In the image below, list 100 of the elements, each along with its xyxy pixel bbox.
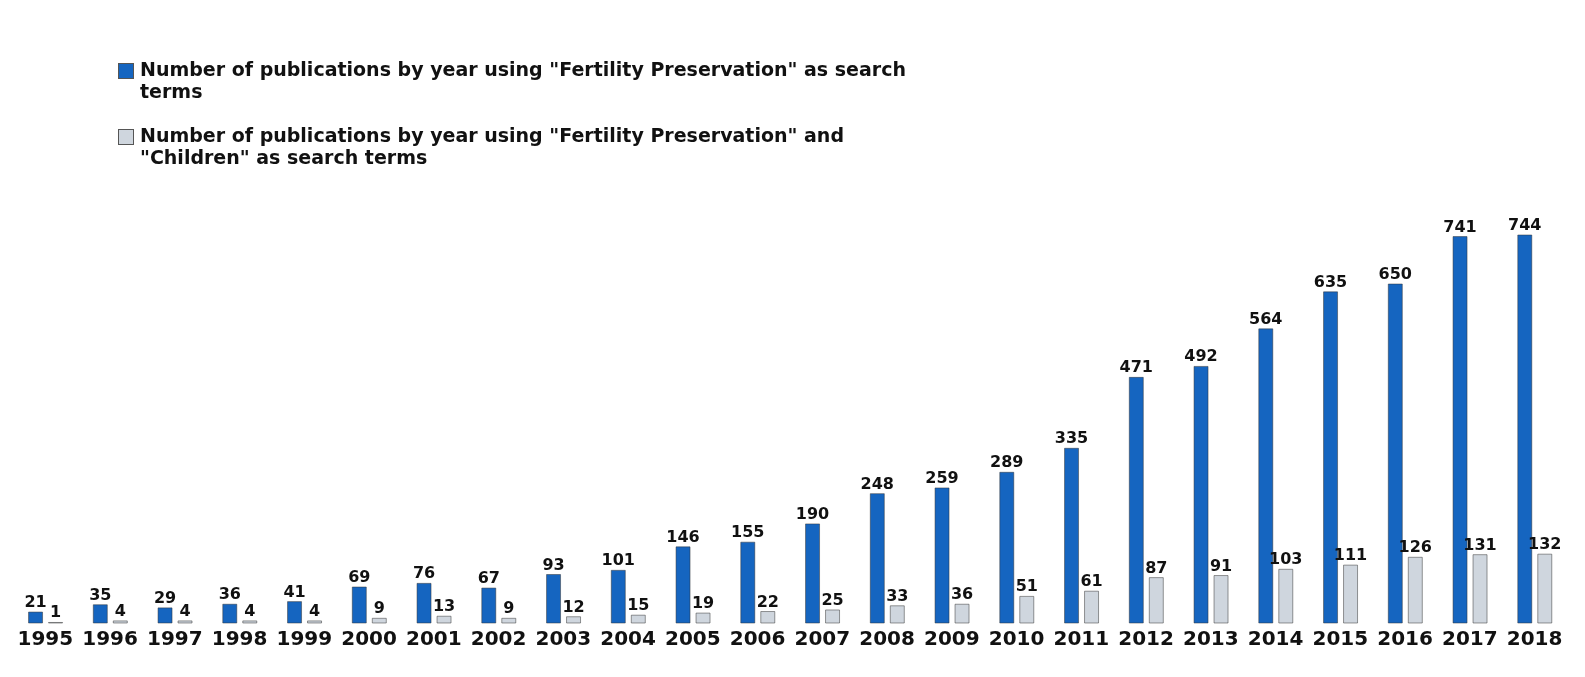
bar — [1472, 554, 1488, 624]
bar — [695, 612, 711, 624]
data-label: 335 — [1054, 428, 1089, 448]
x-tick-label: 1996 — [82, 626, 138, 651]
data-label: 471 — [1119, 357, 1153, 377]
data-label: 4 — [179, 600, 191, 620]
bar — [1064, 448, 1079, 624]
x-tick-label: 2001 — [406, 626, 462, 651]
data-label: 248 — [860, 473, 894, 493]
bar — [177, 620, 193, 624]
data-label: 29 — [153, 587, 177, 607]
bar — [870, 493, 885, 624]
bar — [954, 603, 970, 624]
bar — [352, 586, 367, 624]
bar — [1278, 569, 1294, 624]
data-label: 19 — [691, 593, 715, 613]
data-label: 93 — [542, 554, 565, 574]
bar — [436, 615, 452, 624]
data-label: 36 — [950, 584, 974, 604]
x-tick-label: 2007 — [794, 626, 851, 651]
x-tick-label: 1995 — [17, 626, 74, 651]
bar — [611, 570, 626, 624]
data-label: 4 — [114, 600, 126, 620]
bar — [1129, 377, 1144, 624]
data-label: 33 — [886, 585, 909, 605]
x-tick-label: 2000 — [341, 626, 397, 651]
x-tick-label: 2002 — [470, 626, 527, 651]
bar — [416, 583, 432, 624]
data-label: 564 — [1249, 308, 1283, 328]
data-label: 35 — [89, 584, 112, 604]
x-tick-label: 2008 — [859, 626, 915, 651]
bar — [287, 601, 302, 624]
x-tick-label: 2014 — [1247, 626, 1304, 651]
x-tick-label: 2003 — [535, 626, 592, 651]
data-label: 155 — [731, 522, 765, 542]
bar — [1537, 553, 1553, 624]
x-tick-label: 2016 — [1377, 626, 1433, 651]
x-tick-label: 2005 — [665, 626, 721, 651]
data-label: 4 — [308, 600, 321, 620]
data-label: 635 — [1313, 271, 1348, 291]
bar — [1149, 577, 1164, 624]
data-label: 259 — [925, 467, 959, 487]
x-tick-label: 1998 — [211, 626, 268, 651]
data-label: 101 — [601, 550, 635, 570]
bar — [1193, 366, 1209, 624]
x-tick-label: 2018 — [1506, 626, 1563, 651]
x-tick-label: 2012 — [1118, 626, 1174, 651]
data-label: 67 — [477, 568, 500, 588]
bar — [566, 616, 581, 624]
x-tick-label: 2011 — [1053, 626, 1110, 651]
x-tick-label: 2015 — [1312, 626, 1369, 651]
bar — [1084, 590, 1099, 624]
data-label: 87 — [1145, 557, 1168, 577]
data-label: 36 — [218, 584, 241, 604]
bar — [760, 611, 776, 624]
bar — [481, 587, 497, 624]
bar — [242, 620, 258, 624]
bar — [631, 614, 646, 624]
bar — [546, 574, 561, 624]
bar — [999, 472, 1015, 624]
data-label: 61 — [1080, 571, 1103, 591]
data-label: 289 — [990, 452, 1024, 472]
bar — [113, 620, 128, 624]
bar — [93, 604, 108, 624]
data-label: 21 — [24, 592, 47, 612]
data-label: 41 — [283, 581, 306, 601]
data-label: 744 — [1508, 215, 1542, 234]
data-label: 741 — [1443, 216, 1477, 236]
x-tick-label: 2009 — [924, 626, 980, 651]
x-tick-label: 2010 — [988, 626, 1045, 651]
data-label: 15 — [627, 595, 650, 615]
bar — [825, 609, 840, 624]
data-label: 9 — [373, 598, 385, 618]
bar — [934, 487, 950, 624]
bar — [1019, 596, 1035, 624]
legend-label: Number of publications by year using "Fertility Preservation" as search terms — [140, 58, 907, 102]
x-tick-label: 2006 — [729, 626, 786, 651]
data-label: 146 — [666, 526, 700, 546]
data-label: 22 — [756, 591, 779, 611]
bar — [28, 611, 43, 624]
x-tick-label: 2013 — [1183, 626, 1239, 651]
data-label: 76 — [412, 563, 436, 583]
data-label: 69 — [348, 567, 371, 587]
bar — [675, 546, 691, 624]
data-label: 190 — [795, 503, 830, 523]
bar — [372, 618, 387, 624]
bar — [501, 618, 517, 624]
bar — [1343, 564, 1358, 624]
bar — [222, 603, 238, 624]
data-label: 492 — [1184, 346, 1218, 366]
data-label: 9 — [503, 598, 515, 618]
bar — [890, 605, 905, 624]
data-label: 51 — [1015, 576, 1038, 596]
bar — [740, 541, 756, 624]
x-tick-label: 1999 — [276, 626, 333, 651]
bar — [1408, 557, 1423, 624]
data-label: 1 — [49, 602, 62, 622]
data-label: 650 — [1378, 264, 1412, 284]
x-tick-label: 2004 — [600, 626, 656, 651]
data-label: 4 — [244, 600, 256, 620]
